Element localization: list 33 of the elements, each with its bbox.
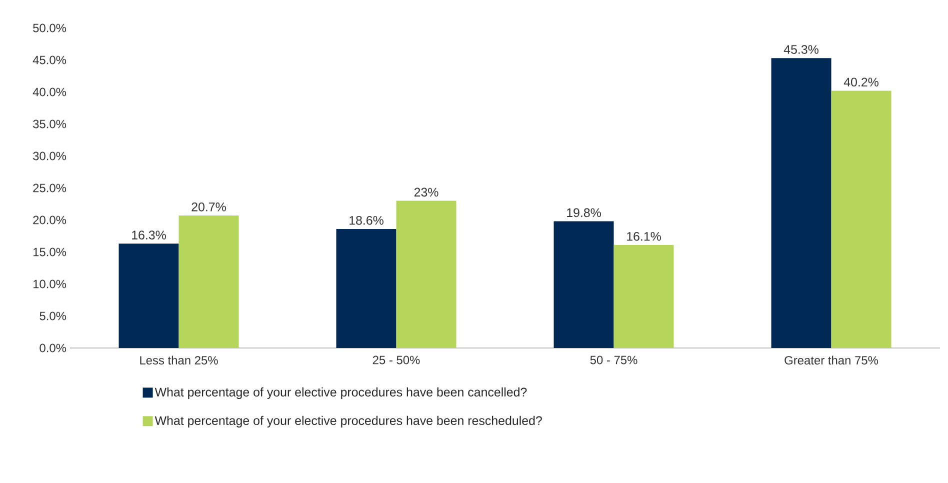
bar	[614, 244, 674, 348]
y-tick-label: 35.0%	[33, 120, 66, 128]
bar	[336, 228, 396, 348]
legend-label: What percentage of your elective procedures have been rescheduled?	[154, 416, 542, 428]
x-tick-label: Greater than 75%	[784, 356, 878, 365]
y-tick-label: 10.0%	[33, 280, 66, 288]
data-label: 18.6%	[350, 216, 384, 225]
data-label: 45.3%	[784, 45, 818, 54]
data-label: 16.1%	[627, 232, 661, 241]
data-label: 19.8%	[567, 208, 601, 218]
y-tick-label: 45.0%	[32, 56, 66, 64]
data-label: 40.2%	[844, 78, 878, 87]
bar	[396, 200, 456, 348]
bar	[771, 58, 832, 348]
data-label: 23%	[414, 188, 438, 197]
bar	[554, 221, 614, 348]
data-label: 20.7%	[192, 202, 226, 212]
bar	[118, 244, 179, 348]
y-tick-label: 20.0%	[33, 216, 66, 224]
y-tick-label: 40.0%	[32, 88, 66, 96]
y-tick-label: 5.0%	[40, 312, 66, 320]
y-tick-label: 0.0%	[40, 344, 66, 352]
y-tick-label: 25.0%	[33, 184, 66, 192]
x-tick-label: 50 - 75%	[590, 356, 638, 364]
y-tick-label: 15.0%	[33, 248, 66, 256]
y-tick-label: 30.0%	[33, 152, 66, 160]
y-tick-label: 50.0%	[33, 24, 66, 32]
bar	[178, 216, 239, 348]
bar	[831, 90, 892, 348]
legend-label: What percentage of your elective procedures have been cancelled?	[154, 387, 527, 399]
x-tick-label: Less than 25%	[140, 356, 218, 365]
data-label: 16.3%	[132, 230, 166, 240]
x-tick-label: 25 - 50%	[372, 356, 420, 364]
